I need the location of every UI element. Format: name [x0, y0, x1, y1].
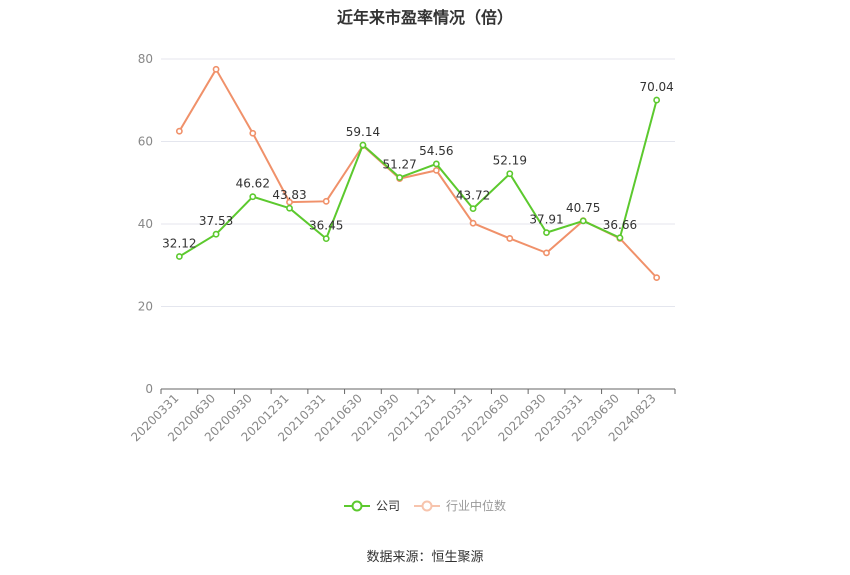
data-point-company [543, 229, 550, 237]
data-source: 数据来源：恒生聚源 [366, 550, 484, 565]
data-label: 43.83 [272, 188, 306, 202]
data-point-industry [175, 127, 183, 135]
y-tick-label: 0 [145, 382, 153, 396]
data-point-company [653, 96, 661, 104]
y-tick-label: 40 [138, 217, 153, 231]
data-point-industry [432, 166, 440, 174]
data-point-company [396, 174, 404, 181]
data-point-industry [249, 129, 257, 137]
legend-company-marker [343, 500, 370, 511]
y-tick-label: 20 [138, 300, 153, 314]
data-label: 36.45 [309, 219, 343, 233]
data-label: 40.75 [566, 201, 600, 215]
data-label: 70.04 [639, 80, 673, 94]
y-tick-label: 80 [138, 52, 153, 66]
legend-label-industry: 行业中位数 [446, 499, 507, 513]
axes: 0204060802020033120200630202009302020123… [128, 52, 676, 444]
data-point-company [322, 235, 330, 243]
series-layer [175, 65, 661, 282]
series-line-company [178, 99, 658, 258]
data-label: 36.66 [603, 218, 637, 232]
data-label: 32.12 [162, 237, 196, 251]
data-point-company [506, 170, 514, 178]
data-label: 37.53 [199, 214, 233, 228]
data-point-company [175, 253, 183, 260]
legend-item-industry[interactable]: 行业中位数 [414, 497, 506, 514]
data-point-industry [286, 198, 293, 206]
data-point-company [249, 193, 257, 201]
data-point-industry [212, 65, 220, 73]
data-label: 43.72 [456, 189, 490, 203]
data-label: 54.56 [419, 144, 453, 158]
legend: 公司 行业中位数 [0, 497, 850, 514]
legend-item-company[interactable]: 公司 [343, 497, 400, 514]
data-point-company [579, 217, 587, 225]
data-point-company [286, 204, 293, 212]
y-tick-label: 60 [138, 135, 153, 149]
data-point-industry [543, 249, 550, 257]
data-point-industry [322, 197, 330, 205]
grid-lines [161, 58, 675, 307]
data-point-industry [653, 274, 661, 282]
legend-industry-marker [414, 500, 440, 511]
data-label: 51.27 [382, 158, 416, 172]
data-label: 46.62 [236, 177, 270, 191]
data-label: 37.91 [529, 213, 563, 227]
data-point-company [432, 160, 440, 168]
data-point-industry [506, 235, 514, 242]
data-point-company [616, 234, 624, 242]
legend-label-company: 公司 [375, 499, 400, 513]
data-label: 52.19 [493, 154, 527, 168]
series-line-industry [178, 68, 658, 279]
data-point-company [469, 205, 477, 213]
data-point-company [359, 141, 367, 149]
data-point-company [212, 230, 220, 238]
data-label: 59.14 [346, 125, 380, 139]
data-point-industry [469, 219, 477, 227]
chart-title: 近年来市盈率情况（倍） [336, 8, 513, 27]
